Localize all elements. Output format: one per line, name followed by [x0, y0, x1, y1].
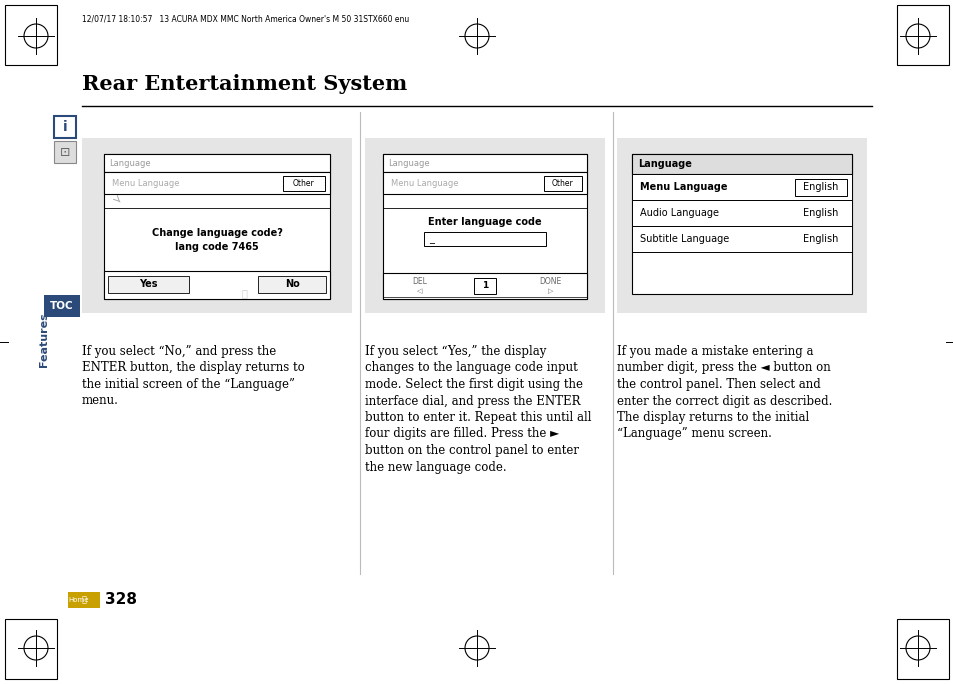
Bar: [5, 5, 57, 65]
Bar: [104, 271, 330, 299]
Text: 1: 1: [481, 282, 488, 291]
Text: Audio Language: Audio Language: [639, 208, 719, 218]
Text: ENTER button, the display returns to: ENTER button, the display returns to: [82, 362, 304, 375]
Text: If you select “No,” and press the: If you select “No,” and press the: [82, 345, 276, 358]
Bar: [54, 116, 76, 138]
Text: Menu Language: Menu Language: [639, 182, 727, 192]
Bar: [543, 176, 581, 191]
Text: 328: 328: [105, 592, 137, 607]
Bar: [896, 5, 948, 65]
Bar: [283, 176, 325, 191]
Text: No: No: [284, 279, 299, 289]
Text: Enter language code: Enter language code: [428, 217, 541, 227]
Bar: [365, 138, 604, 313]
Text: Home: Home: [69, 597, 90, 603]
Bar: [5, 619, 57, 679]
Text: lang code 7465: lang code 7465: [175, 243, 258, 252]
Bar: [896, 619, 948, 679]
Text: The display returns to the initial: The display returns to the initial: [617, 411, 808, 424]
Bar: [258, 276, 326, 293]
Text: Language: Language: [109, 159, 151, 168]
Text: _: _: [428, 234, 434, 244]
Bar: [631, 174, 851, 200]
Text: Subtitle Language: Subtitle Language: [639, 234, 728, 244]
Text: enter the correct digit as described.: enter the correct digit as described.: [617, 395, 832, 408]
Text: ⌣: ⌣: [241, 288, 247, 298]
Text: button to enter it. Repeat this until all: button to enter it. Repeat this until al…: [365, 411, 591, 424]
Text: Other: Other: [293, 179, 314, 187]
Bar: [423, 232, 546, 246]
Text: 12/07/17 18:10:57   13 ACURA MDX MMC North America Owner's M 50 31STX660 enu: 12/07/17 18:10:57 13 ACURA MDX MMC North…: [82, 14, 409, 23]
Bar: [108, 276, 189, 293]
Bar: [82, 138, 352, 313]
Text: If you select “Yes,” the display: If you select “Yes,” the display: [365, 345, 546, 358]
Bar: [794, 179, 846, 196]
Bar: [44, 295, 80, 317]
Text: four digits are filled. Press the ►: four digits are filled. Press the ►: [365, 428, 558, 440]
Text: Language: Language: [388, 159, 429, 168]
Text: English: English: [802, 182, 838, 192]
Bar: [104, 172, 330, 194]
Bar: [382, 172, 586, 194]
Text: ◁: ◁: [416, 288, 422, 294]
Bar: [54, 141, 76, 163]
Bar: [631, 226, 851, 252]
Bar: [382, 154, 586, 172]
Bar: [104, 154, 330, 299]
Text: number digit, press the ◄ button on: number digit, press the ◄ button on: [617, 362, 830, 375]
Bar: [631, 200, 851, 226]
Text: Change language code?: Change language code?: [152, 228, 282, 239]
Text: menu.: menu.: [82, 395, 119, 408]
Text: Other: Other: [552, 179, 574, 187]
Text: TOC: TOC: [51, 301, 73, 311]
Text: Menu Language: Menu Language: [112, 179, 179, 187]
Text: interface dial, and press the ENTER: interface dial, and press the ENTER: [365, 395, 579, 408]
Text: “Language” menu screen.: “Language” menu screen.: [617, 428, 771, 440]
Bar: [104, 154, 330, 172]
Text: changes to the language code input: changes to the language code input: [365, 362, 578, 375]
Bar: [474, 278, 496, 294]
Text: Language: Language: [638, 159, 691, 169]
Text: If you made a mistake entering a: If you made a mistake entering a: [617, 345, 813, 358]
Text: the initial screen of the “Language”: the initial screen of the “Language”: [82, 378, 294, 391]
Text: button on the control panel to enter: button on the control panel to enter: [365, 444, 578, 457]
Text: i: i: [63, 120, 68, 134]
Text: ⊡: ⊡: [60, 146, 71, 159]
Text: Rear Entertainment System: Rear Entertainment System: [82, 74, 407, 94]
Text: mode. Select the first digit using the: mode. Select the first digit using the: [365, 378, 582, 391]
Text: Features: Features: [39, 313, 49, 367]
Bar: [617, 138, 866, 313]
Text: : : [81, 596, 87, 605]
Text: ▷: ▷: [547, 288, 553, 294]
Bar: [382, 273, 586, 299]
Text: English: English: [802, 234, 838, 244]
Bar: [631, 154, 851, 174]
Text: the control panel. Then select and: the control panel. Then select and: [617, 378, 820, 391]
Bar: [382, 154, 586, 299]
Text: Yes: Yes: [139, 279, 158, 289]
Text: DONE: DONE: [538, 278, 560, 287]
Bar: [68, 592, 100, 608]
Text: DEL: DEL: [412, 278, 427, 287]
Text: Menu Language: Menu Language: [391, 179, 458, 187]
Text: English: English: [802, 208, 838, 218]
Text: the new language code.: the new language code.: [365, 460, 506, 473]
Bar: [631, 154, 851, 294]
